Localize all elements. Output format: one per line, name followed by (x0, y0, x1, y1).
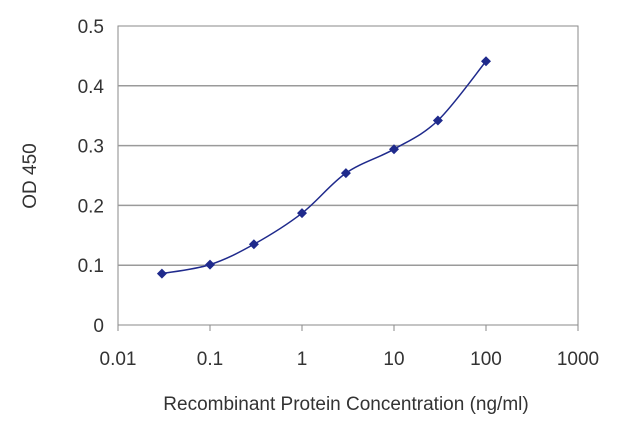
data-point (297, 208, 307, 219)
data-point (205, 259, 215, 270)
axes (117, 325, 579, 331)
y-tick-label: 0.1 (78, 256, 104, 277)
x-tick-label: 100 (470, 349, 502, 370)
x-tick-label: 0.01 (100, 349, 137, 370)
x-axis-label: Recombinant Protein Concentration (ng/ml… (163, 394, 528, 415)
y-tick-label: 0 (93, 316, 104, 337)
y-tick-label: 0.4 (78, 77, 105, 98)
y-tick-label: 0.3 (78, 137, 104, 158)
data-point (340, 168, 351, 179)
data-point (156, 268, 167, 279)
data-point (389, 144, 399, 155)
data-point (481, 56, 491, 67)
data-points (156, 56, 491, 279)
x-tick-label: 1000 (557, 349, 599, 370)
grid-lines (118, 85, 578, 266)
y-axis-label: OD 450 (20, 143, 41, 208)
x-tick-label: 10 (383, 349, 404, 370)
x-tick-label: 1 (297, 349, 308, 370)
y-tick-label: 0.2 (78, 196, 104, 217)
x-tick-label: 0.1 (197, 349, 223, 370)
data-point (432, 115, 443, 126)
data-point (248, 239, 259, 250)
y-tick-label: 0.5 (78, 17, 104, 38)
tick-labels: 0 0.1 0.2 0.3 0.4 0.5 0.01 0.1 1 10 100 1000 (78, 17, 600, 370)
